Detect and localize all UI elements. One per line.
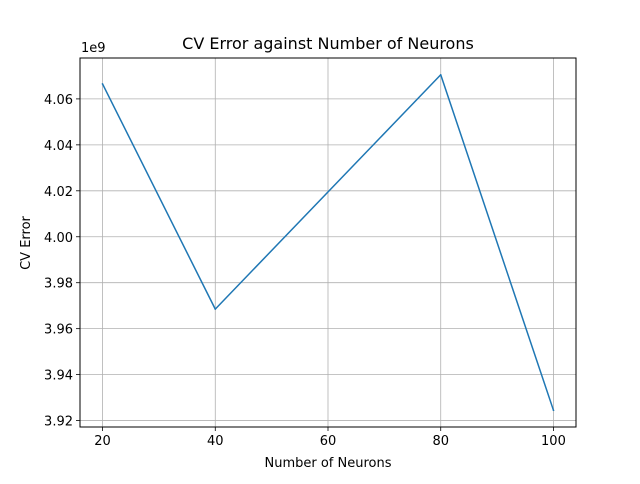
y-tick-label: 4.00 [44, 231, 73, 246]
series-line [101, 74, 555, 412]
x-tick-label: 20 [94, 434, 111, 449]
y-tick-label: 4.06 [44, 93, 73, 108]
data-point [101, 83, 104, 85]
x-tick-label: 80 [432, 434, 449, 449]
y-axis-label: CV Error [19, 215, 34, 269]
series-layer [101, 74, 555, 412]
y-tick-label: 4.04 [44, 139, 73, 154]
data-point [214, 308, 217, 310]
ticks: 20 40 60 80 100 3.92 3.94 3.96 3.98 4.00 4.02 4.04 4… [44, 93, 566, 449]
y-tick-label: 4.02 [44, 185, 73, 200]
y-tick-label: 3.92 [44, 415, 73, 430]
x-tick-label: 100 [541, 434, 566, 449]
y-tick-label: 3.94 [44, 369, 73, 384]
chart-title: CV Error against Number of Neurons [182, 34, 474, 53]
y-axis-offset-label: 1e9 [81, 41, 106, 56]
x-axis-label: Number of Neurons [264, 456, 391, 471]
y-tick-label: 3.96 [44, 323, 73, 338]
grid [80, 58, 576, 427]
x-tick-label: 60 [320, 434, 337, 449]
data-point [552, 409, 555, 411]
data-point [439, 74, 442, 76]
y-tick-label: 3.98 [44, 277, 73, 292]
x-tick-label: 40 [207, 434, 224, 449]
